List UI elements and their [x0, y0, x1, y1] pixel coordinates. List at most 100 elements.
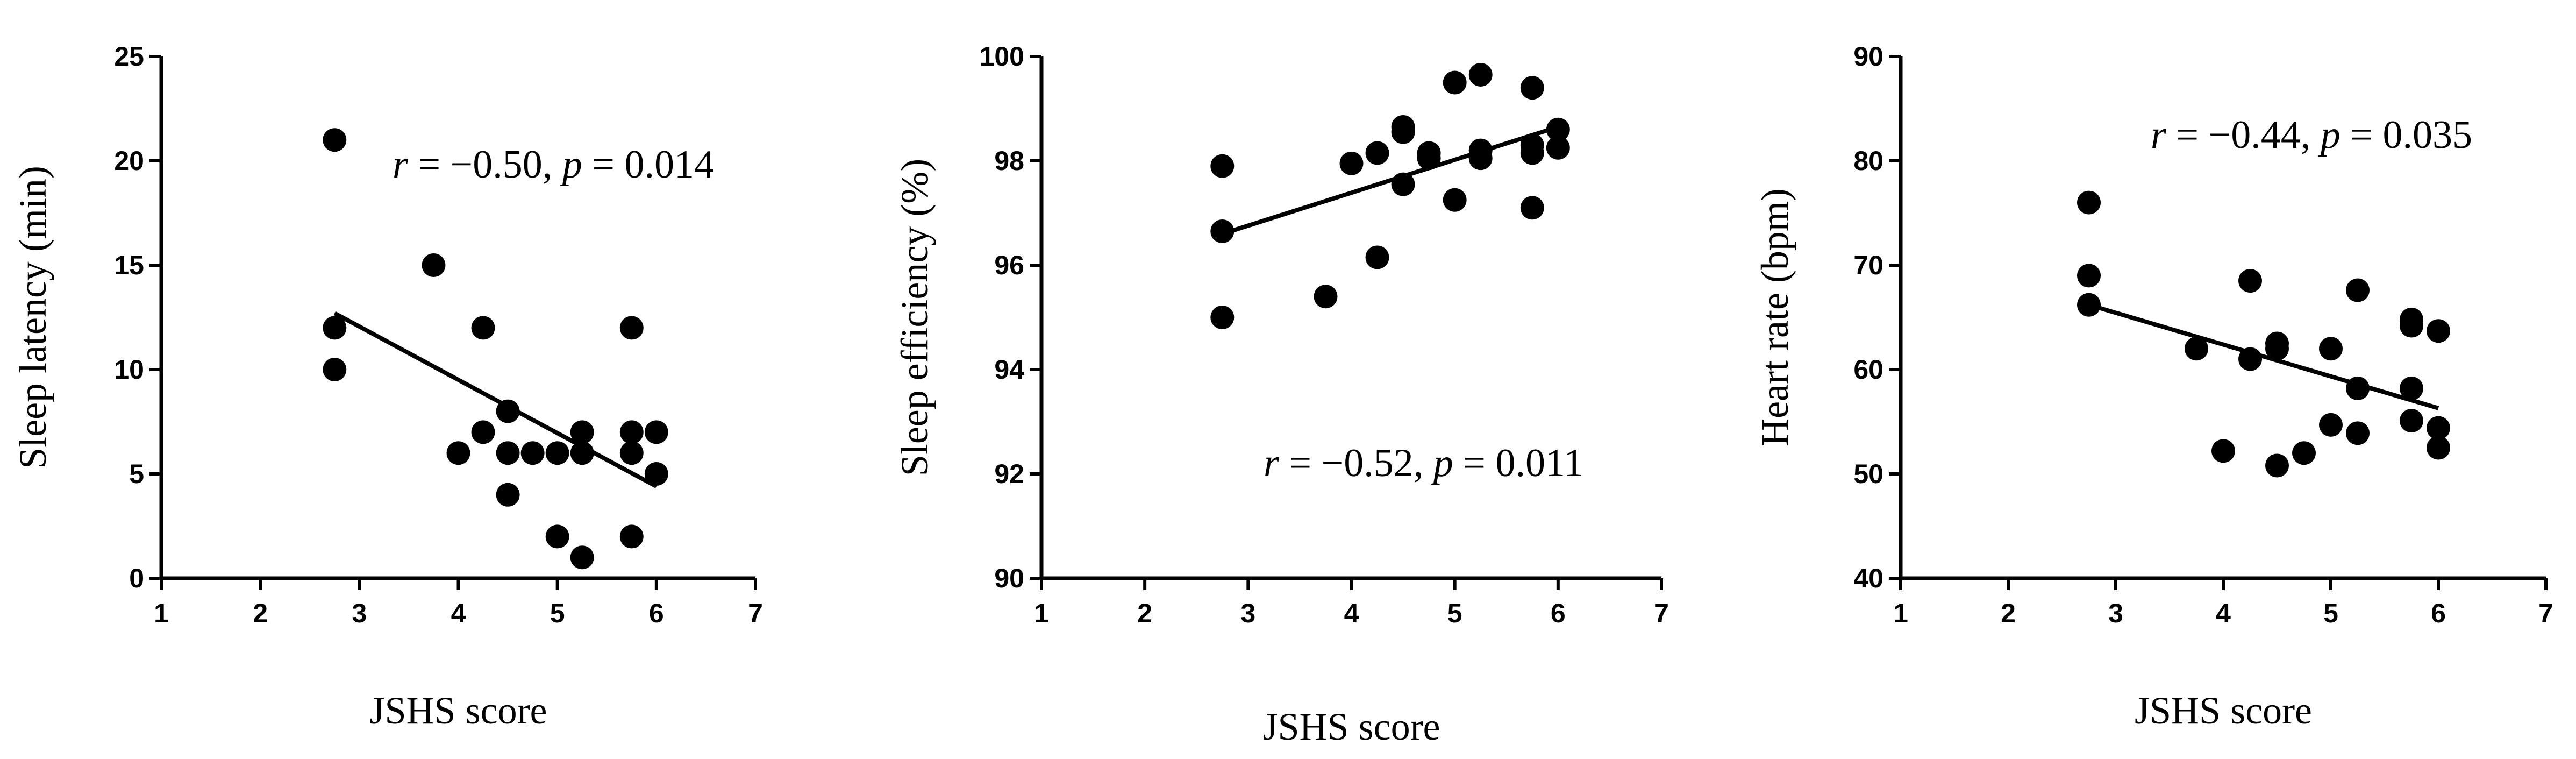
- x-tick-label: 3: [2108, 598, 2123, 628]
- p-value: = 0.011: [1453, 441, 1584, 485]
- data-point: [496, 483, 520, 507]
- data-point: [323, 316, 347, 340]
- data-point: [570, 420, 594, 444]
- x-tick-label: 6: [1551, 598, 1566, 628]
- y-tick-label: 20: [114, 146, 144, 176]
- r-symbol: r: [1264, 441, 1280, 485]
- y-tick-label: 5: [129, 459, 144, 489]
- data-point: [619, 524, 644, 549]
- y-axis-title: Sleep latency (min): [11, 166, 54, 469]
- trend-line: [2088, 302, 2439, 410]
- r-value: = −0.52,: [1279, 441, 1433, 485]
- data-point: [644, 462, 668, 486]
- correlation-annotation: r = −0.44, p = 0.035: [2151, 113, 2472, 157]
- data-point: [2077, 264, 2101, 288]
- x-tick-label: 4: [2216, 598, 2231, 628]
- data-point: [1468, 146, 1493, 171]
- data-point: [2319, 413, 2343, 437]
- data-point: [1210, 306, 1235, 329]
- panel-2: 90 92 94 96 98 100 1 2 3 4 5 6 7 JSHS score Sleep effi…: [893, 41, 1669, 748]
- data-point: [1417, 146, 1441, 171]
- data-point: [1468, 62, 1493, 87]
- data-point: [2238, 269, 2262, 293]
- data-point: [1391, 172, 1415, 196]
- panel-3: 40 50 60 70 80 90 1 2 3 4 5 6 7 JSHS score Heart rate …: [1753, 41, 2553, 732]
- data-point: [323, 128, 347, 152]
- data-point: [2400, 314, 2423, 338]
- p-value: = 0.035: [2340, 113, 2472, 157]
- data-point: [2265, 453, 2289, 478]
- y-tick-label: 50: [1853, 459, 1883, 489]
- x-tick-label: 2: [1137, 598, 1152, 628]
- y-tick-label: 10: [114, 354, 144, 385]
- data-point: [471, 316, 495, 340]
- data-point: [2292, 441, 2316, 465]
- data-point: [545, 441, 569, 465]
- x-tick-label: 6: [2431, 598, 2446, 628]
- x-tick-label: 5: [1447, 598, 1462, 628]
- data-point: [1210, 219, 1235, 243]
- y-axis-title: Heart rate (bpm): [1753, 188, 1796, 446]
- r-symbol: r: [2151, 113, 2167, 157]
- data-point: [323, 358, 347, 381]
- data-point: [1546, 117, 1570, 141]
- x-tick-label: 5: [550, 598, 565, 628]
- data-point: [446, 441, 470, 465]
- data-point: [1391, 120, 1415, 144]
- y-tick-label: 92: [994, 459, 1024, 489]
- y-tick-label: 15: [114, 250, 144, 280]
- data-point: [545, 524, 569, 549]
- data-point: [471, 420, 495, 444]
- correlation-annotation: r = −0.50, p = 0.014: [393, 143, 714, 187]
- x-tick-label: 2: [2001, 598, 2016, 628]
- correlation-annotation: r = −0.52, p = 0.011: [1264, 441, 1583, 485]
- data-point: [1314, 285, 1338, 309]
- data-point: [1339, 151, 1364, 175]
- data-point: [2346, 421, 2370, 445]
- x-tick-label: 7: [1654, 598, 1669, 628]
- x-tick-label: 5: [2323, 598, 2338, 628]
- x-tick-label: 3: [1240, 598, 1255, 628]
- y-tick-label: 94: [994, 354, 1024, 385]
- y-tick-label: 25: [114, 41, 144, 72]
- x-tick-label: 3: [352, 598, 367, 628]
- y-tick-label: 98: [994, 146, 1024, 176]
- data-point: [2427, 436, 2450, 460]
- data-point: [2400, 409, 2423, 433]
- y-tick-label: 96: [994, 250, 1024, 280]
- data-point: [520, 441, 545, 465]
- x-tick-label: 1: [1893, 598, 1908, 628]
- x-tick-label: 4: [1344, 598, 1359, 628]
- p-value: = 0.014: [582, 143, 714, 187]
- y-tick-label: 90: [994, 563, 1024, 593]
- data-point: [1365, 245, 1389, 269]
- x-tick-label: 1: [1034, 598, 1049, 628]
- y-tick-label: 0: [129, 563, 144, 593]
- data-point: [1365, 141, 1389, 165]
- data-point: [2211, 439, 2235, 463]
- data-point: [496, 399, 520, 423]
- data-point: [1443, 70, 1467, 95]
- data-point: [496, 441, 520, 465]
- y-tick-label: 70: [1853, 250, 1883, 280]
- r-symbol: r: [393, 143, 409, 187]
- data-point: [2400, 376, 2423, 400]
- data-point: [1210, 154, 1235, 178]
- data-point: [644, 420, 668, 444]
- y-tick-label: 100: [980, 41, 1024, 72]
- x-tick-label: 7: [748, 598, 763, 628]
- y-tick-label: 40: [1853, 563, 1883, 593]
- data-point: [2265, 337, 2289, 361]
- panel-1: 0 5 10 15 20 25 1 2 3 4 5 6 7 JSHS score Sleep latency…: [11, 41, 763, 732]
- x-tick-label: 2: [253, 598, 268, 628]
- data-point: [1520, 76, 1544, 100]
- y-tick-label: 90: [1853, 41, 1883, 72]
- y-tick-label: 60: [1853, 354, 1883, 385]
- p-symbol: p: [1431, 441, 1453, 485]
- data-point: [2185, 337, 2208, 361]
- data-point: [619, 316, 644, 340]
- data-point: [2238, 347, 2262, 371]
- p-symbol: p: [2318, 113, 2340, 157]
- data-point: [2427, 319, 2450, 343]
